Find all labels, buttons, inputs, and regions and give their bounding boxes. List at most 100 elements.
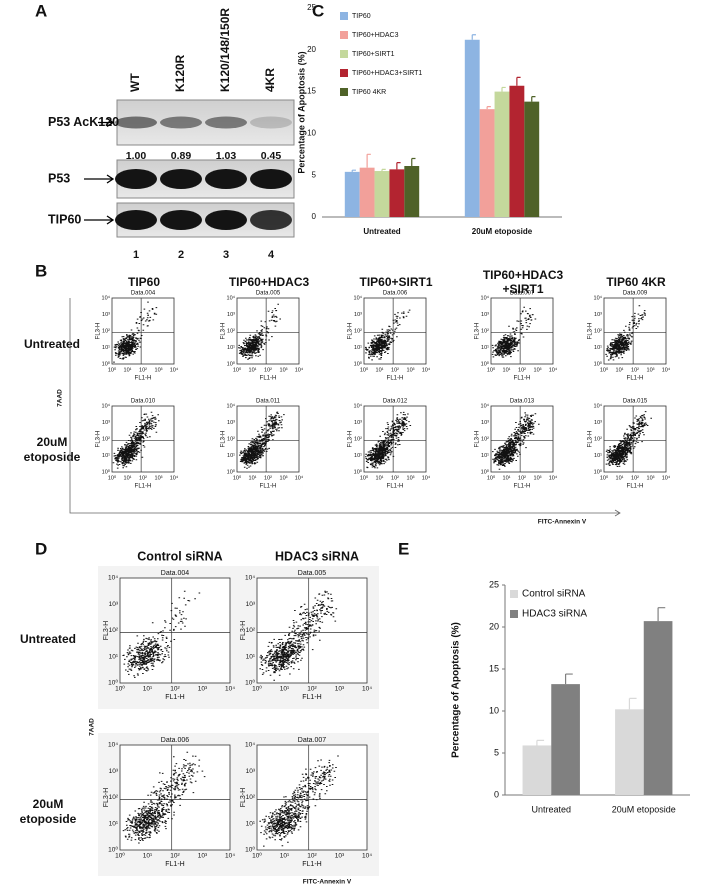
y-tick-label: 10³ (354, 312, 362, 318)
x-tick-label: 10⁰ (115, 685, 125, 693)
y-tick-label: 10¹ (227, 345, 235, 351)
blot-band (115, 169, 157, 189)
x-tick-label: 10⁴ (362, 853, 372, 860)
x-tick-label: 10³ (335, 853, 345, 860)
lane-label: 4KR (263, 68, 277, 92)
x-tick-label: 10² (391, 475, 399, 481)
y-tick-label: 10³ (246, 601, 256, 608)
error-bar (536, 739, 545, 746)
lane-label: K120R (173, 54, 187, 92)
plot-title: Data.005 (298, 570, 327, 577)
y-tick-label: 10¹ (102, 453, 110, 459)
legend-label: HDAC3 siRNA (522, 609, 587, 620)
y-tick-label: 10⁰ (227, 468, 236, 475)
y-tick-label: 10² (246, 794, 256, 801)
x-tick-label: 10⁰ (233, 474, 242, 481)
x-tick-label: 10⁰ (360, 366, 369, 373)
blot-band (205, 210, 247, 230)
column-header: Control siRNA (137, 549, 222, 563)
legend-label: TIP60+HDAC3 (352, 32, 399, 39)
bar (551, 684, 580, 795)
quantification: 1.03 (216, 150, 237, 162)
y-tick-label: 10¹ (481, 453, 489, 459)
error-bar (531, 96, 536, 102)
error-bar (564, 673, 573, 685)
blot-band (250, 116, 292, 129)
plot-title: Data.007 (298, 737, 327, 744)
x-tick-label: 10⁴ (225, 853, 235, 860)
dots (492, 412, 540, 470)
y-tick-label: 10⁰ (245, 846, 255, 854)
plot-title: Data.006 (161, 737, 190, 744)
y-tick-label: 10¹ (246, 820, 256, 827)
y-tick-label: 10⁰ (108, 679, 118, 687)
x-tick-label: 10¹ (249, 367, 257, 373)
column-header: TIP60+HDAC3 (229, 275, 310, 289)
x-tick-label: 10³ (155, 475, 163, 481)
arrow (84, 215, 115, 225)
x-tick-label: 10¹ (503, 367, 511, 373)
y-tick-label: 10⁰ (594, 360, 603, 367)
y-tick-label: 10² (109, 627, 119, 634)
y-axis-label: Percentage of Apoptosis (%) (451, 622, 462, 758)
axis-title: 7AAD (57, 389, 64, 407)
y-axis-label: FL3-H (96, 323, 102, 340)
legend-swatch (510, 610, 518, 618)
y-tick-label: 10³ (227, 312, 235, 318)
x-axis-label: FL1-H (302, 694, 321, 701)
x-tick-label: 10¹ (143, 686, 153, 693)
row-label: Untreated (20, 632, 76, 646)
y-tick-label: 10⁴ (594, 294, 603, 301)
y-tick-label: 10¹ (227, 453, 235, 459)
y-tick-label: 10⁰ (354, 468, 363, 475)
error-bar (366, 153, 371, 168)
dots (365, 309, 411, 361)
x-tick-label: 10⁴ (549, 474, 558, 481)
y-tick-label: 10⁰ (102, 360, 111, 367)
y-axis-label: FL3-H (240, 621, 247, 640)
row-label: 20uM (37, 435, 68, 449)
y-axis-label: FL3-H (96, 431, 102, 448)
y-tick-label: 15 (489, 663, 499, 673)
bar (344, 171, 360, 217)
error-bar (471, 34, 476, 40)
x-axis-label: FL1-H (260, 376, 277, 382)
x-axis-label: FL1-H (627, 484, 644, 490)
axis-title: FITC-Annexin V (538, 519, 587, 526)
error-bar (501, 86, 506, 92)
y-tick-label: 10¹ (354, 453, 362, 459)
y-tick-label: 10⁰ (594, 468, 603, 475)
lane-number: 3 (223, 249, 229, 261)
axis-title: FITC-Annexin V (303, 879, 352, 886)
y-tick-label: 10³ (354, 420, 362, 426)
y-tick-label: 10² (102, 436, 110, 442)
blot-band (205, 169, 247, 189)
x-axis-label: FL1-H (260, 484, 277, 490)
blot-band (160, 169, 202, 189)
y-axis-label: FL3-H (588, 323, 594, 340)
quantification: 0.45 (261, 150, 282, 162)
x-tick-label: 10² (264, 367, 272, 373)
x-tick-label: 10³ (407, 475, 415, 481)
bar (374, 171, 390, 217)
x-tick-label: 10² (307, 686, 317, 693)
y-tick-label: 10⁰ (108, 846, 118, 854)
legend-swatch (340, 12, 348, 20)
x-axis-label: FL1-H (165, 694, 184, 701)
x-tick-label: 10⁰ (233, 366, 242, 373)
x-tick-label: 10³ (198, 686, 208, 693)
y-tick-label: 10³ (109, 768, 119, 775)
y-tick-label: 10² (102, 328, 110, 334)
dots (259, 755, 339, 847)
lane-number: 4 (268, 249, 275, 261)
panel-label: D (35, 539, 47, 558)
y-tick-label: 10¹ (246, 653, 256, 660)
y-tick-label: 0 (494, 789, 499, 799)
y-tick-label: 10⁴ (245, 575, 255, 582)
x-tick-label: 10⁰ (360, 474, 369, 481)
x-tick-label: 10² (139, 367, 147, 373)
row-label: etoposide (20, 812, 77, 826)
x-tick-label: 10⁰ (487, 474, 496, 481)
y-axis-label: FL3-H (103, 621, 110, 640)
